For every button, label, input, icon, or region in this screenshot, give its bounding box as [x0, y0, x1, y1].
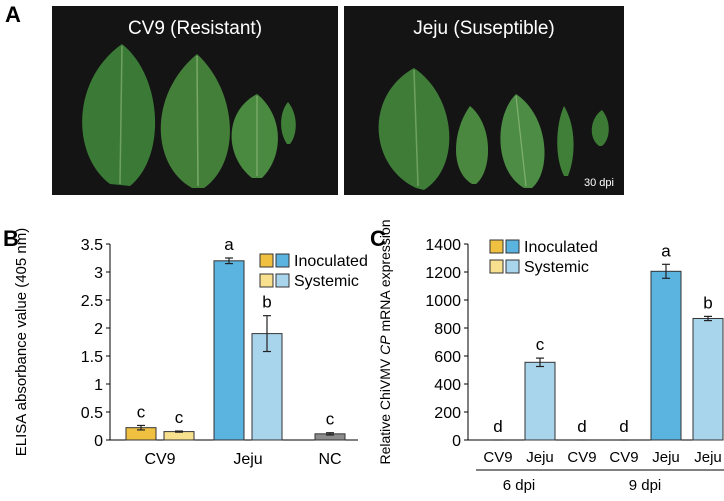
legend-swatch: [275, 273, 290, 288]
chart-b-elisa: 0 0.5 1 1.5 2 2.5 3 3.5 ELISA absorbance value (…: [13, 228, 368, 468]
legend-swatch: [275, 253, 290, 268]
y-tick-label: 2: [94, 321, 103, 338]
legend-label: Inoculated: [294, 253, 368, 270]
significance-letter: c: [536, 335, 545, 354]
significance-letter: b: [262, 293, 271, 312]
y-axis-label: Relative ChiVMV CP mRNA expression: [377, 219, 393, 464]
x-bar-label: CV9: [609, 449, 638, 466]
photo-title-jeju: Jeju (Suseptible): [413, 18, 555, 39]
leaf-1: [82, 44, 156, 186]
bar: [163, 431, 195, 441]
y-tick-label: 800: [434, 321, 461, 338]
x-bar-label: Jeju: [694, 449, 722, 466]
x-bar-label: CV9: [483, 449, 512, 466]
legend-swatch: [259, 253, 274, 268]
y-tick-label: 0: [452, 433, 461, 450]
dpi-label: 30 dpi: [584, 177, 614, 189]
y-tick-label: 400: [434, 377, 461, 394]
leaf-2: [160, 54, 230, 188]
leaf-4: [557, 106, 574, 176]
y-tick-label: 3.5: [81, 237, 103, 254]
group-label: 9 dpi: [629, 477, 662, 494]
bar: [524, 361, 556, 441]
y-axis-label-part: CP: [377, 335, 393, 355]
y-tick-label: 3: [94, 265, 103, 282]
significance-letter: a: [224, 235, 234, 254]
y-axis-label-part: mRNA expression: [377, 219, 393, 335]
bar: [213, 260, 245, 441]
legend-swatch: [259, 273, 274, 288]
significance-letter: c: [137, 402, 146, 421]
legend-swatch: [489, 239, 504, 254]
cv9-leaves-drawing: [82, 44, 296, 188]
legend-label: Systemic: [294, 273, 359, 290]
leaf-3: [231, 94, 278, 178]
panel-c-letter: C: [370, 226, 386, 251]
leaf-1: [378, 68, 450, 190]
y-tick-label: 1.5: [81, 349, 103, 366]
legend-label: Inoculated: [524, 239, 598, 256]
leaf-2: [456, 106, 489, 184]
photo-cv9-leaves: CV9 (Resistant): [52, 6, 338, 195]
significance-letter: a: [661, 241, 671, 260]
group-label: 6 dpi: [503, 477, 536, 494]
jeju-leaves-drawing: [378, 68, 609, 190]
x-bar-label: Jeju: [526, 449, 554, 466]
legend-swatch: [489, 259, 504, 274]
photo-title-cv9: CV9 (Resistant): [127, 18, 263, 39]
bar: [692, 317, 724, 441]
legend-swatch: [505, 259, 520, 274]
significance-letter: d: [493, 417, 502, 436]
leaf-4: [281, 102, 296, 144]
chart-c-mrna: 0 200 400 600 800 1000 1200 1400 Relative ChiVMV…: [377, 219, 724, 494]
x-category-label: Jeju: [233, 451, 262, 468]
photo-jeju-leaves: Jeju (Suseptible) 30 dpi: [344, 6, 624, 195]
significance-letter: d: [619, 417, 628, 436]
panel-a-letter: A: [5, 2, 21, 27]
leaf-5: [591, 110, 609, 146]
significance-letter: d: [577, 417, 586, 436]
y-tick-label: 200: [434, 405, 461, 422]
y-tick-label: 0.5: [81, 405, 103, 422]
y-tick-label: 600: [434, 349, 461, 366]
y-tick-label: 1400: [425, 237, 461, 254]
significance-letter: b: [703, 293, 712, 312]
x-bar-label: Jeju: [652, 449, 680, 466]
y-axis-label: ELISA absorbance value (405 nm): [13, 228, 30, 456]
x-bar-label: CV9: [567, 449, 596, 466]
y-tick-label: 0: [94, 433, 103, 450]
legend-swatch: [505, 239, 520, 254]
bar: [650, 270, 682, 441]
significance-letter: c: [175, 408, 184, 427]
x-category-label: NC: [318, 451, 341, 468]
y-tick-label: 1: [94, 377, 103, 394]
legend-label: Systemic: [524, 259, 589, 276]
y-tick-label: 1200: [425, 265, 461, 282]
y-axis-label-part: Relative ChiVMV: [377, 355, 393, 465]
x-category-label: CV9: [144, 451, 175, 468]
panel-b-letter: B: [3, 226, 19, 251]
leaf-3: [500, 94, 545, 188]
y-tick-label: 1000: [425, 293, 461, 310]
significance-letter: c: [326, 410, 335, 429]
y-tick-label: 2.5: [81, 293, 103, 310]
